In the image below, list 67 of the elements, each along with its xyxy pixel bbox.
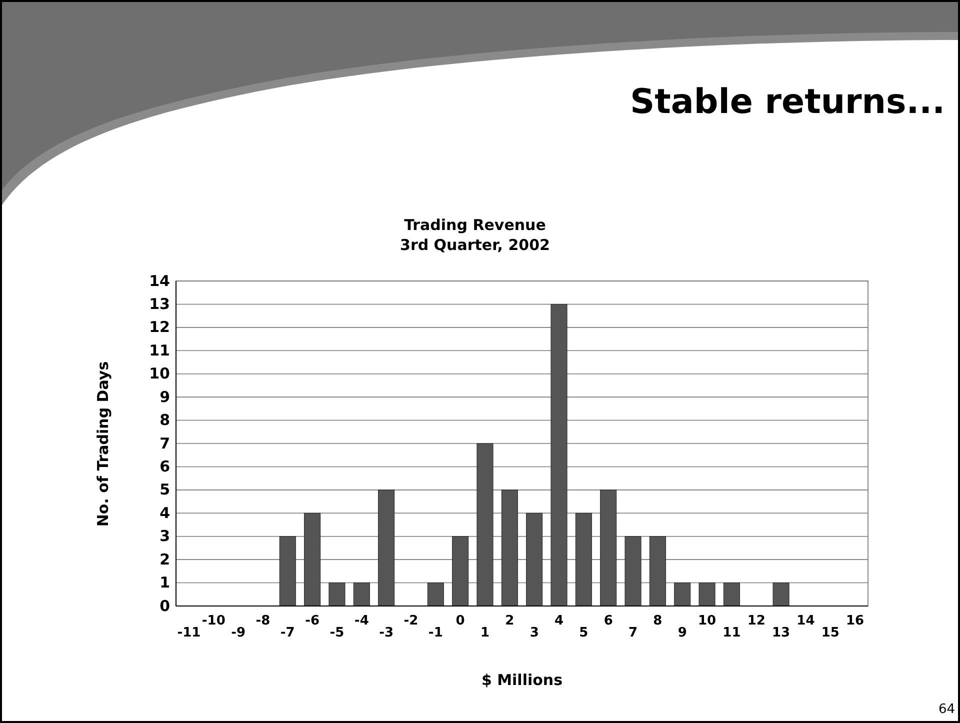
y-tick-label: 3 bbox=[160, 527, 170, 546]
x-axis-title: $ Millions bbox=[481, 671, 563, 689]
x-tick-label: 2 bbox=[505, 614, 514, 629]
bar bbox=[550, 304, 568, 606]
bar bbox=[501, 490, 518, 606]
y-tick-label: 13 bbox=[149, 295, 170, 314]
x-tick-label: -9 bbox=[231, 625, 246, 640]
y-tick-label: 9 bbox=[160, 388, 170, 406]
y-tick-label: 1 bbox=[160, 574, 170, 592]
y-tick-label: 2 bbox=[160, 550, 170, 568]
y-tick-label: 6 bbox=[160, 458, 170, 476]
y-tick-label: 12 bbox=[149, 318, 170, 336]
x-tick-label: 0 bbox=[456, 614, 465, 629]
x-tick-label: 14 bbox=[796, 614, 815, 629]
x-tick-label: 16 bbox=[846, 614, 864, 629]
x-tick-label: -6 bbox=[305, 614, 320, 629]
y-tick-label: 10 bbox=[149, 364, 170, 383]
bar bbox=[698, 582, 716, 606]
x-tick-label: -11 bbox=[177, 625, 201, 640]
x-tick-label: 1 bbox=[480, 625, 490, 640]
x-tick-label: 12 bbox=[747, 614, 766, 629]
x-tick-label: 5 bbox=[579, 625, 588, 640]
x-tick-label: 7 bbox=[628, 625, 638, 640]
bar bbox=[378, 490, 395, 606]
bar bbox=[624, 536, 642, 606]
bar bbox=[328, 582, 346, 606]
bar bbox=[476, 443, 494, 606]
x-tick-label: 9 bbox=[678, 625, 687, 640]
bar bbox=[279, 536, 296, 606]
text: 64 bbox=[938, 702, 955, 717]
y-tick-label: 14 bbox=[149, 272, 170, 290]
x-tick-label: -1 bbox=[428, 625, 443, 640]
bar bbox=[526, 512, 543, 606]
bar bbox=[452, 536, 469, 606]
x-tick-label: -8 bbox=[256, 614, 270, 629]
chart-subtitle: Trading Revenue 3rd Quarter, 2002 bbox=[400, 216, 550, 254]
bar bbox=[575, 512, 592, 606]
bar bbox=[674, 582, 691, 606]
y-tick-label: 0 bbox=[160, 596, 170, 615]
x-tick-label: 10 bbox=[698, 614, 716, 629]
x-tick-label: -10 bbox=[202, 614, 226, 629]
bar bbox=[649, 536, 666, 606]
y-axis-title: No. of Trading Days bbox=[94, 361, 112, 527]
bar bbox=[772, 582, 790, 606]
bar bbox=[723, 582, 740, 606]
y-tick-label: 11 bbox=[149, 341, 170, 360]
chart-title: Stable returns... bbox=[630, 82, 945, 122]
y-tick-label: 4 bbox=[160, 504, 170, 522]
bar bbox=[600, 490, 617, 606]
x-tick-label: -5 bbox=[330, 625, 344, 640]
bar bbox=[427, 582, 444, 606]
x-tick-label: 11 bbox=[722, 625, 741, 640]
y-tick-label: 8 bbox=[160, 411, 170, 430]
x-tick-label: -3 bbox=[379, 625, 394, 640]
y-tick-label: 5 bbox=[160, 480, 170, 499]
y-tick-label: 7 bbox=[160, 434, 170, 452]
x-tick-label: 8 bbox=[653, 614, 662, 629]
bar bbox=[353, 582, 370, 606]
x-tick-label: -2 bbox=[404, 614, 418, 629]
x-tick-label: 3 bbox=[530, 625, 539, 640]
x-tick-label: -4 bbox=[354, 614, 369, 629]
x-tick-label: 4 bbox=[554, 614, 564, 629]
x-tick-label: 6 bbox=[604, 614, 613, 629]
bar bbox=[304, 512, 321, 606]
x-tick-label: -7 bbox=[280, 625, 295, 640]
x-tick-label: 15 bbox=[821, 625, 840, 640]
x-tick-label: 13 bbox=[772, 625, 790, 640]
